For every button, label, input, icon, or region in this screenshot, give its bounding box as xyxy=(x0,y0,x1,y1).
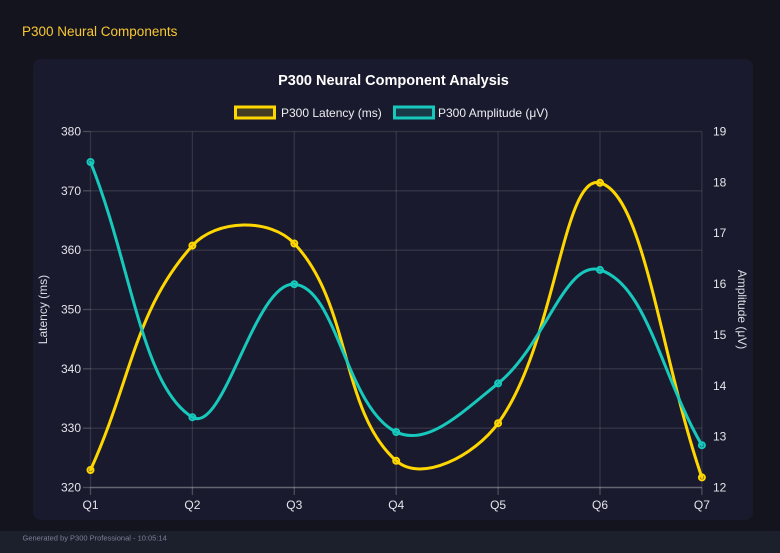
svg-text:14: 14 xyxy=(713,379,727,393)
svg-text:Q7: Q7 xyxy=(694,498,710,512)
svg-text:19: 19 xyxy=(713,125,727,139)
svg-text:Q4: Q4 xyxy=(388,498,404,512)
svg-text:Q5: Q5 xyxy=(490,498,506,512)
svg-text:17: 17 xyxy=(713,226,727,240)
svg-text:350: 350 xyxy=(61,303,81,317)
svg-text:P300 Neural Components: P300 Neural Components xyxy=(22,24,178,39)
svg-text:P300 Latency (ms): P300 Latency (ms) xyxy=(281,106,382,120)
svg-text:380: 380 xyxy=(61,125,81,139)
svg-text:Q3: Q3 xyxy=(286,498,302,512)
svg-text:12: 12 xyxy=(713,481,727,495)
svg-text:13: 13 xyxy=(713,430,727,444)
svg-text:Latency (ms): Latency (ms) xyxy=(36,275,50,344)
svg-text:Amplitude (μV): Amplitude (μV) xyxy=(735,270,749,350)
svg-text:370: 370 xyxy=(61,184,81,198)
svg-text:Generated by P300 Professional: Generated by P300 Professional - 10:05:1… xyxy=(23,533,167,542)
svg-text:340: 340 xyxy=(61,362,81,376)
svg-text:330: 330 xyxy=(61,421,81,435)
svg-text:Q6: Q6 xyxy=(592,498,608,512)
svg-text:Q2: Q2 xyxy=(184,498,200,512)
svg-text:360: 360 xyxy=(61,243,81,257)
svg-text:15: 15 xyxy=(713,328,727,342)
svg-text:Q1: Q1 xyxy=(82,498,98,512)
svg-text:18: 18 xyxy=(713,175,727,189)
svg-text:320: 320 xyxy=(61,481,81,495)
svg-text:P300 Neural Component Analysis: P300 Neural Component Analysis xyxy=(278,73,509,89)
svg-text:P300 Amplitude (μV): P300 Amplitude (μV) xyxy=(438,106,548,120)
svg-text:16: 16 xyxy=(713,277,727,291)
